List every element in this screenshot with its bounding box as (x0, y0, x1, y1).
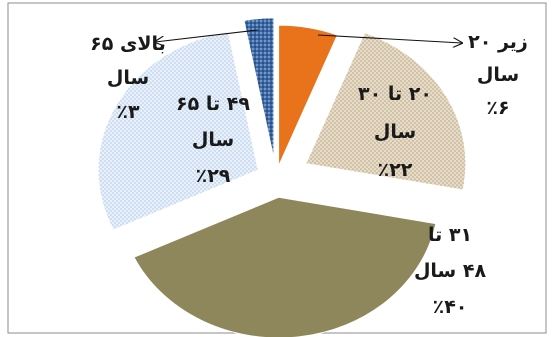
slice-49-to-65 (97, 31, 259, 231)
slice-under-20 (278, 24, 339, 167)
label-over-65: بالای ۶۵ سال ٪۳ (90, 33, 166, 123)
label-49-to-65-line-1: ۴۹ تا ۶۵ (176, 93, 250, 115)
leader-arrow-under-20 (317, 34, 462, 43)
slice-over-65 (243, 17, 275, 159)
label-49-to-65: ۴۹ تا ۶۵ سال ٪۲۹ (176, 93, 250, 187)
label-31-to-48: ۳۱ تا ۴۸ سال ٪۴۰ (414, 224, 487, 318)
label-31-to-48-line-1: ۳۱ تا (428, 224, 472, 246)
label-20-to-30: ۲۰ تا ۳۰ سال ٪۲۲ (358, 83, 432, 181)
label-20-to-30-line-1: ۲۰ تا ۳۰ (358, 83, 432, 105)
label-31-to-48-line-3: ٪۴۰ (433, 296, 468, 318)
label-under-20-line-1: زیر ۲۰ (468, 31, 528, 53)
label-under-20-line-2: سال (477, 64, 519, 86)
slices-layer (97, 17, 467, 337)
label-over-65-line-1: بالای ۶۵ (90, 33, 166, 55)
label-49-to-65-line-2: سال (192, 129, 234, 151)
labels-layer: زیر ۲۰ سال ٪۶ ۲۰ تا ۳۰ سال ٪۲۲ ۳۱ تا ۴۸ سال ٪۴۰ ۴… (90, 31, 528, 318)
label-over-65-line-3: ٪۳ (116, 101, 140, 123)
label-49-to-65-line-3: ٪۲۹ (196, 165, 231, 187)
label-20-to-30-line-3: ٪۲۲ (378, 159, 413, 181)
label-31-to-48-line-2: ۴۸ سال (414, 260, 487, 282)
label-under-20-line-3: ٪۶ (486, 97, 509, 119)
label-20-to-30-line-2: سال (374, 121, 416, 143)
slice-20-to-30 (305, 32, 467, 191)
leader-arrow-over-65 (155, 29, 259, 42)
label-under-20: زیر ۲۰ سال ٪۶ (468, 31, 528, 119)
label-over-65-line-2: سال (107, 67, 149, 89)
